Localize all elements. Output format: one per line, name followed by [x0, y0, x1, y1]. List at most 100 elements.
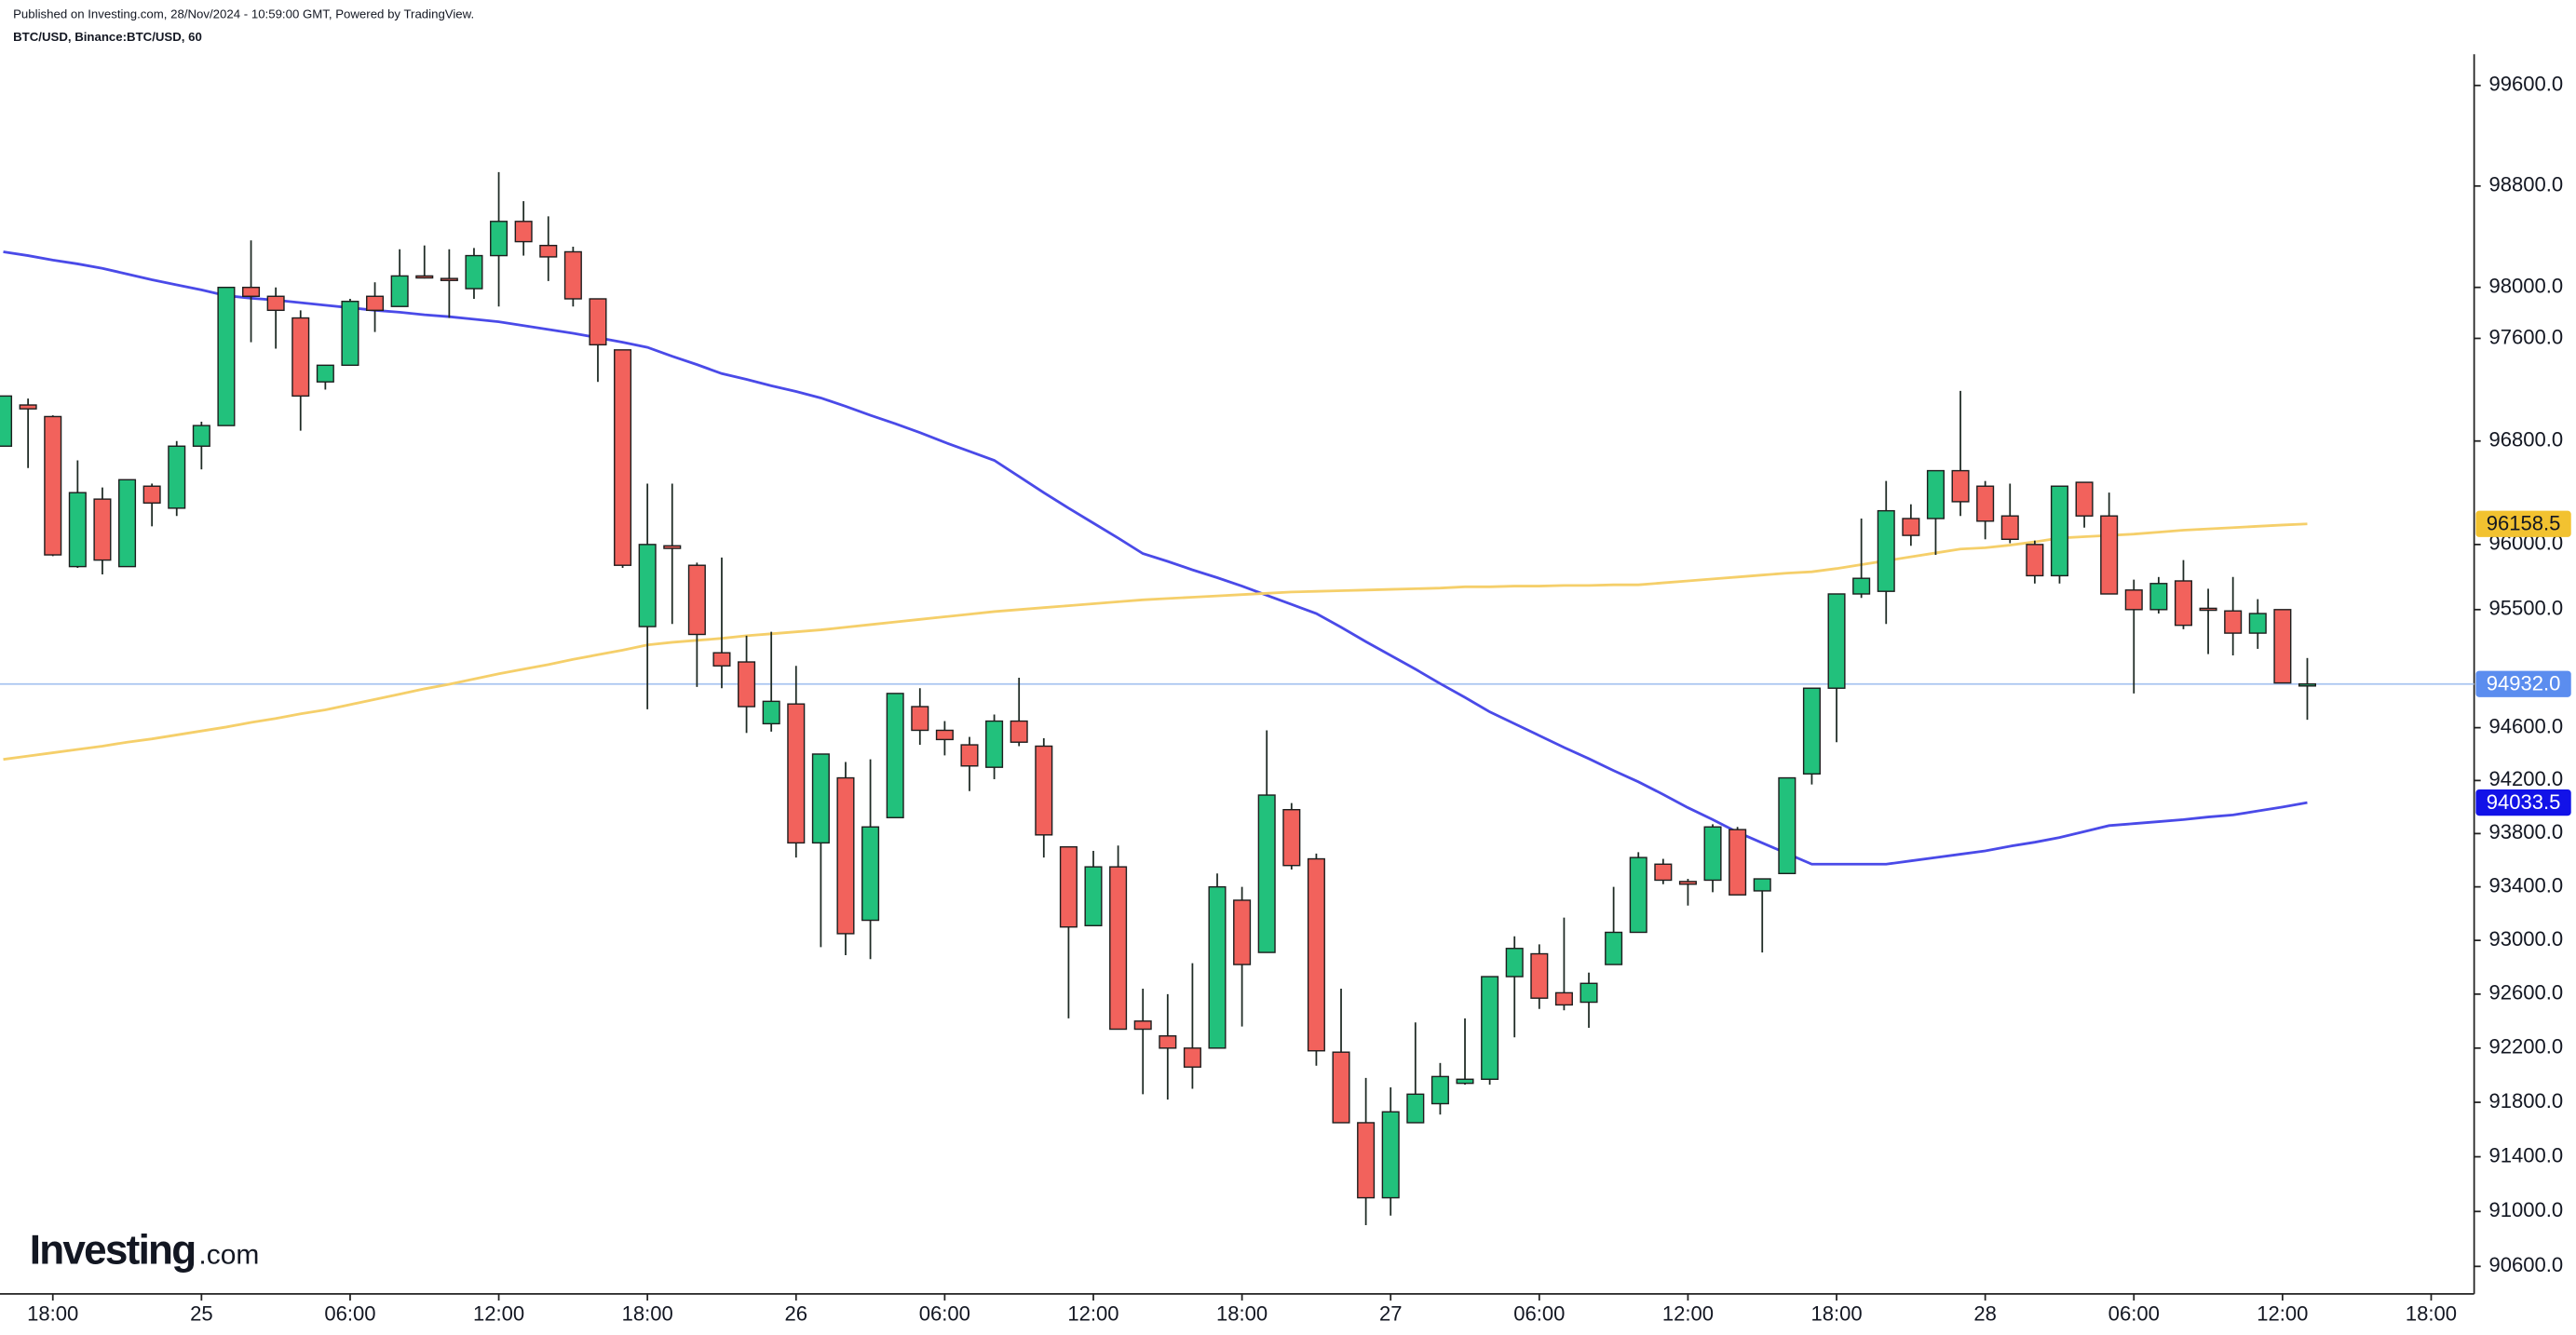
candle-body — [614, 349, 632, 566]
y-tick-label: 94200.0 — [2489, 767, 2564, 790]
candle-body — [1133, 1020, 1152, 1031]
candle-body — [465, 254, 483, 290]
logo-brand: Investing — [30, 1227, 196, 1273]
candle-body — [2199, 607, 2217, 612]
logo-suffix: .com — [198, 1239, 259, 1270]
candle-body — [1059, 845, 1078, 928]
y-tick-label: 91400.0 — [2489, 1143, 2564, 1166]
y-tick-label: 98000.0 — [2489, 275, 2564, 298]
y-tick-label: 92200.0 — [2489, 1035, 2564, 1059]
candle-body — [1554, 991, 1573, 1006]
candle-body — [93, 498, 112, 561]
candle-body — [440, 277, 458, 281]
x-tick-label: 18:00 — [27, 1302, 78, 1326]
candle-body — [2075, 481, 2094, 517]
candle-body — [2050, 485, 2068, 577]
candle-body — [886, 693, 904, 818]
candle-body — [1357, 1122, 1376, 1199]
candle-body — [217, 286, 236, 426]
x-tick-label: 28 — [1973, 1302, 1997, 1326]
x-tick-label: 06:00 — [1513, 1302, 1565, 1326]
y-tick-label: 98800.0 — [2489, 173, 2564, 196]
candle-body — [514, 221, 533, 243]
candle-body — [0, 395, 13, 447]
candle-body — [2248, 613, 2267, 634]
x-tick-label: 06:00 — [2108, 1302, 2160, 1326]
candle-body — [316, 364, 334, 383]
candle-body — [2273, 609, 2292, 684]
candle-body — [168, 445, 186, 509]
x-tick-label: 12:00 — [1662, 1302, 1714, 1326]
candle-body — [118, 479, 137, 568]
candle-body — [1753, 878, 1771, 892]
candle-body — [1703, 826, 1722, 882]
candle-body — [291, 317, 310, 398]
candle-body — [1852, 577, 1871, 595]
candle-body — [738, 661, 756, 708]
candle-body — [1456, 1078, 1474, 1085]
candle-body — [142, 485, 161, 505]
y-tick-label: 91000.0 — [2489, 1198, 2564, 1221]
candle-body — [2000, 515, 2019, 540]
candle-body — [638, 544, 657, 627]
candle-body — [1877, 509, 1895, 592]
candle-body — [811, 753, 830, 844]
x-tick-label: 18:00 — [1216, 1302, 1268, 1326]
price-marker — [2475, 510, 2571, 537]
x-tick-label: 12:00 — [1067, 1302, 1119, 1326]
candle-body — [490, 221, 508, 257]
y-tick-label: 95500.0 — [2489, 597, 2564, 620]
price-marker-label: 96158.5 — [2487, 511, 2561, 534]
candle-body — [1430, 1075, 1449, 1105]
candle-body — [1257, 794, 1276, 953]
candle-body — [2174, 580, 2192, 627]
candle-body — [836, 776, 855, 935]
x-tick-label: 12:00 — [473, 1302, 524, 1326]
candle-body — [861, 826, 880, 922]
y-tick-label: 93400.0 — [2489, 873, 2564, 897]
candle-body — [44, 415, 62, 556]
candle-body — [663, 545, 682, 549]
x-tick-label: 18:00 — [2406, 1302, 2457, 1326]
candle-body — [19, 404, 37, 410]
candle-body — [1233, 899, 1252, 965]
y-tick-label: 91800.0 — [2489, 1089, 2564, 1112]
candle-body — [911, 706, 929, 732]
symbol-label: BTC/USD, Binance:BTC/USD, 60 — [13, 30, 202, 44]
y-tick-label: 90600.0 — [2489, 1253, 2564, 1276]
candle-body — [1802, 687, 1821, 775]
candle-body — [1406, 1093, 1425, 1124]
candle-body — [1778, 776, 1796, 875]
candle-body — [341, 301, 359, 367]
candle-body — [366, 295, 385, 312]
candle-body — [1902, 518, 1920, 536]
candle-body — [1307, 857, 1325, 1052]
published-note: Published on Investing.com, 28/Nov/2024 … — [13, 7, 474, 20]
x-tick-label: 06:00 — [919, 1302, 970, 1326]
candle-body — [242, 286, 261, 297]
candle-body — [960, 744, 979, 767]
candle-body — [1332, 1051, 1350, 1124]
y-tick-label: 96800.0 — [2489, 428, 2564, 452]
y-tick-label: 94600.0 — [2489, 714, 2564, 737]
price-marker — [2475, 670, 2571, 697]
candle-body — [1010, 720, 1028, 743]
candle-body — [712, 652, 731, 667]
candle-body — [539, 244, 558, 258]
candle-body — [1159, 1035, 1177, 1049]
candle-body — [1035, 745, 1053, 836]
candle-body — [1381, 1111, 1400, 1199]
candle-body — [390, 275, 409, 307]
candle-body — [2298, 683, 2317, 687]
candle-body — [1951, 469, 1970, 503]
candle-body — [192, 425, 210, 447]
candle-body — [1629, 856, 1647, 934]
candle-body — [787, 703, 806, 844]
candle-body — [589, 298, 607, 346]
y-tick-label: 97600.0 — [2489, 325, 2564, 348]
price-marker-label: 94932.0 — [2487, 671, 2561, 694]
candle-body — [415, 275, 434, 279]
candle-body — [1530, 952, 1549, 999]
